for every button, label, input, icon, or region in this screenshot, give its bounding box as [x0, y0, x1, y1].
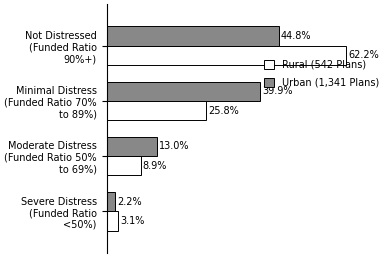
Text: 3.1%: 3.1%: [120, 216, 145, 226]
Bar: [107, 81, 260, 101]
Bar: [107, 192, 115, 212]
Text: 2.2%: 2.2%: [117, 197, 142, 207]
Bar: [107, 26, 279, 45]
Bar: [107, 137, 157, 156]
Text: 44.8%: 44.8%: [281, 31, 312, 41]
Bar: [107, 156, 141, 176]
Text: 8.9%: 8.9%: [143, 161, 167, 171]
Bar: [107, 212, 118, 231]
Text: 39.9%: 39.9%: [262, 86, 293, 96]
Text: 62.2%: 62.2%: [348, 50, 379, 60]
Text: 25.8%: 25.8%: [208, 106, 239, 116]
Bar: [107, 45, 346, 65]
Legend: Rural (542 Plans), Urban (1,341 Plans): Rural (542 Plans), Urban (1,341 Plans): [261, 57, 382, 91]
Text: 13.0%: 13.0%: [159, 141, 189, 151]
Bar: [107, 101, 206, 120]
